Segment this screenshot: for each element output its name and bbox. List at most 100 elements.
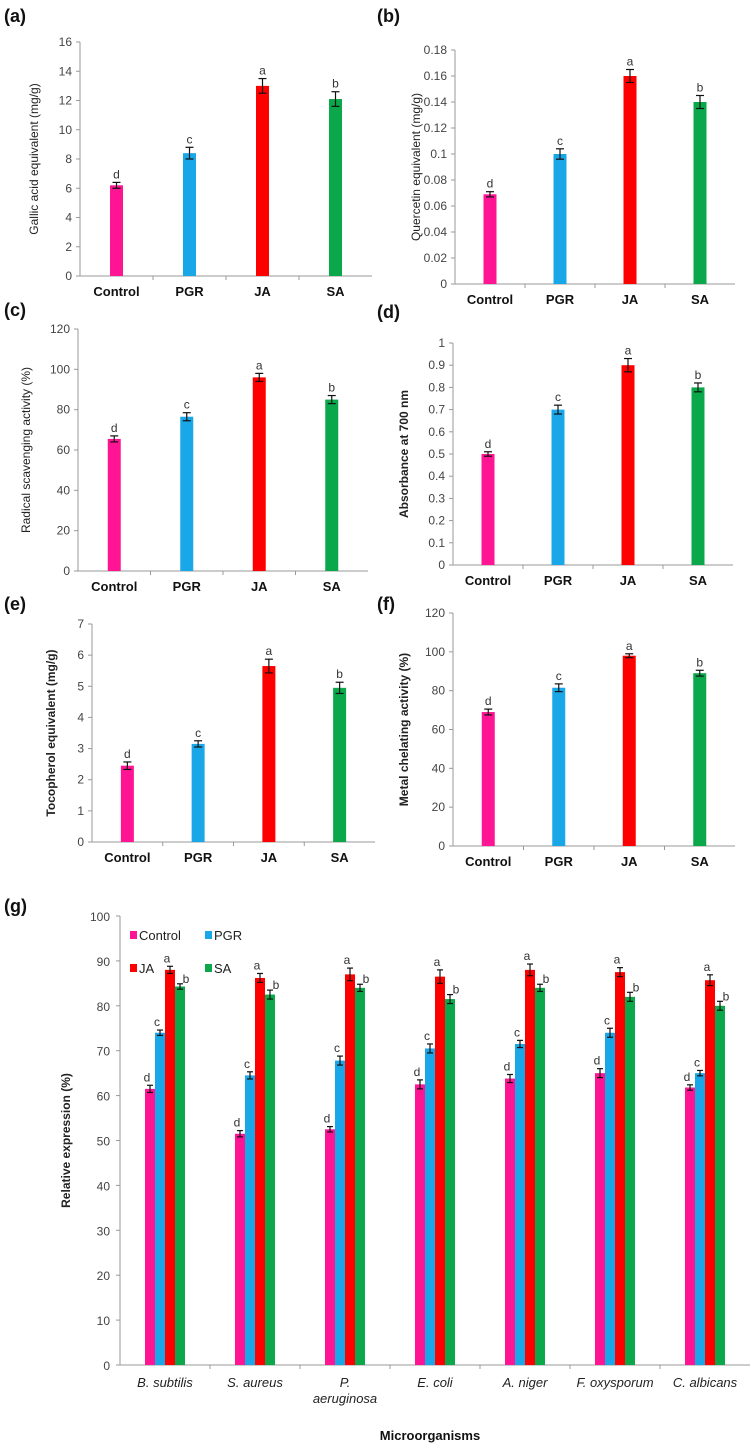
y-tick-label: 0.3: [428, 491, 445, 505]
bar-sa: [265, 994, 275, 1365]
panel-label: (b): [377, 6, 400, 26]
significance-label: a: [256, 358, 263, 372]
y-tick-label: 0: [440, 277, 447, 291]
bar-pgr: [553, 154, 567, 284]
significance-label: c: [555, 390, 561, 404]
panel-label: (e): [4, 594, 26, 614]
bar-ja: [622, 655, 636, 846]
bar-pgr: [335, 1060, 345, 1365]
y-tick-label: 120: [50, 322, 70, 336]
legend-item: JA: [130, 961, 155, 976]
y-tick-label: 0: [438, 558, 445, 572]
significance-label: b: [696, 655, 703, 669]
significance-label: b: [332, 77, 339, 91]
y-tick-label: 0.9: [428, 358, 445, 372]
y-tick-label: 0.1: [428, 536, 445, 550]
significance-label: c: [514, 1025, 520, 1039]
x-tick-label: SA: [323, 579, 342, 594]
x-tick-label: SA: [326, 284, 345, 299]
y-tick-label: 16: [59, 35, 73, 49]
y-tick-label: 0.6: [428, 425, 445, 439]
x-tick-label: JA: [261, 850, 278, 865]
y-tick-label: 0.14: [424, 95, 448, 109]
y-tick-label: 100: [50, 362, 70, 376]
y-tick-label: 0.02: [424, 251, 448, 265]
y-tick-label: 10: [97, 1314, 111, 1328]
y-tick-label: 20: [57, 524, 71, 538]
significance-label: b: [183, 972, 190, 986]
y-tick-label: 80: [57, 403, 71, 417]
y-tick-label: 0.04: [424, 225, 448, 239]
panel-label: (f): [377, 594, 395, 614]
bar-control: [120, 765, 134, 842]
bar-pgr: [425, 1048, 435, 1365]
legend: Control PGR JA SA: [130, 928, 242, 976]
x-tick-label: SA: [691, 292, 710, 307]
x-tick-label: PGR: [173, 579, 202, 594]
significance-label: c: [424, 1029, 430, 1043]
x-tick-label: SA: [689, 573, 708, 588]
y-tick-label: 0: [438, 839, 445, 853]
significance-label: a: [254, 958, 261, 972]
bar-pgr: [551, 409, 565, 565]
legend-swatch: [205, 931, 212, 939]
significance-label: b: [363, 972, 370, 986]
x-tick-label: SA: [331, 850, 350, 865]
y-tick-label: 12: [59, 94, 73, 108]
y-axis-label: Tocopherol equivalent (mg/g): [44, 649, 58, 816]
significance-label: d: [234, 1116, 241, 1130]
significance-label: c: [334, 1041, 340, 1055]
bar-sa: [715, 1005, 725, 1365]
y-tick-label: 2: [65, 240, 72, 254]
bar-control: [483, 194, 497, 284]
panel-e: (e) 0 1 2 3 4 5 6 7 Tocopherol equivalent (mg/g) d…: [4, 594, 375, 865]
y-tick-label: 80: [432, 684, 446, 698]
bar-pgr: [515, 1043, 525, 1365]
y-tick-label: 6: [77, 648, 84, 662]
bar-control: [595, 1073, 605, 1365]
x-tick-label: Control: [91, 579, 137, 594]
y-tick-label: 0.08: [424, 173, 448, 187]
bar-control: [107, 438, 121, 571]
x-tick-label: Control: [467, 292, 513, 307]
significance-label: b: [723, 989, 730, 1003]
bar-control: [481, 454, 495, 565]
significance-label: c: [187, 132, 193, 146]
significance-label: a: [524, 949, 531, 963]
significance-label: d: [487, 177, 494, 191]
y-tick-label: 40: [432, 761, 446, 775]
y-tick-label: 0.4: [428, 469, 445, 483]
panel-d: (d) 0 0.1 0.2 0.3 0.4 0.5 0.6 0.7 0.8 0.9 1 Absorban…: [377, 302, 733, 588]
legend-swatch: [205, 964, 212, 972]
significance-label: d: [594, 1054, 601, 1068]
bar-control: [505, 1078, 515, 1365]
significance-label: d: [144, 1070, 151, 1084]
significance-label: d: [111, 421, 118, 435]
bar-ja: [252, 377, 266, 571]
bar-pgr: [245, 1075, 255, 1365]
bar-pgr: [552, 687, 566, 846]
panel-g: (g) 0 10 20 30 40 50 60 70 80 90 100 Relative expres…: [4, 896, 750, 1443]
x-tick-label: E. coli: [417, 1375, 454, 1390]
x-tick-label: C. albicans: [673, 1375, 738, 1390]
y-axis-label: Absorbance at 700 nm: [397, 390, 411, 518]
y-tick-label: 120: [425, 606, 445, 620]
x-tick-label: Control: [465, 854, 511, 869]
significance-label: d: [124, 747, 131, 761]
y-tick-label: 0: [103, 1359, 110, 1373]
bar-ja: [621, 365, 635, 565]
significance-label: a: [266, 644, 273, 658]
legend-swatch: [130, 964, 137, 972]
y-tick-label: 100: [90, 910, 110, 924]
bar-sa: [693, 102, 707, 284]
significance-label: d: [414, 1065, 421, 1079]
bar-ja: [256, 85, 269, 276]
significance-label: c: [556, 669, 562, 683]
x-tick-label: A. niger: [502, 1375, 548, 1390]
y-tick-label: 0.2: [428, 514, 445, 528]
y-tick-label: 0.1: [430, 147, 447, 161]
y-tick-label: 20: [97, 1269, 111, 1283]
bar-control: [685, 1087, 695, 1365]
panel-label: (d): [377, 302, 400, 322]
